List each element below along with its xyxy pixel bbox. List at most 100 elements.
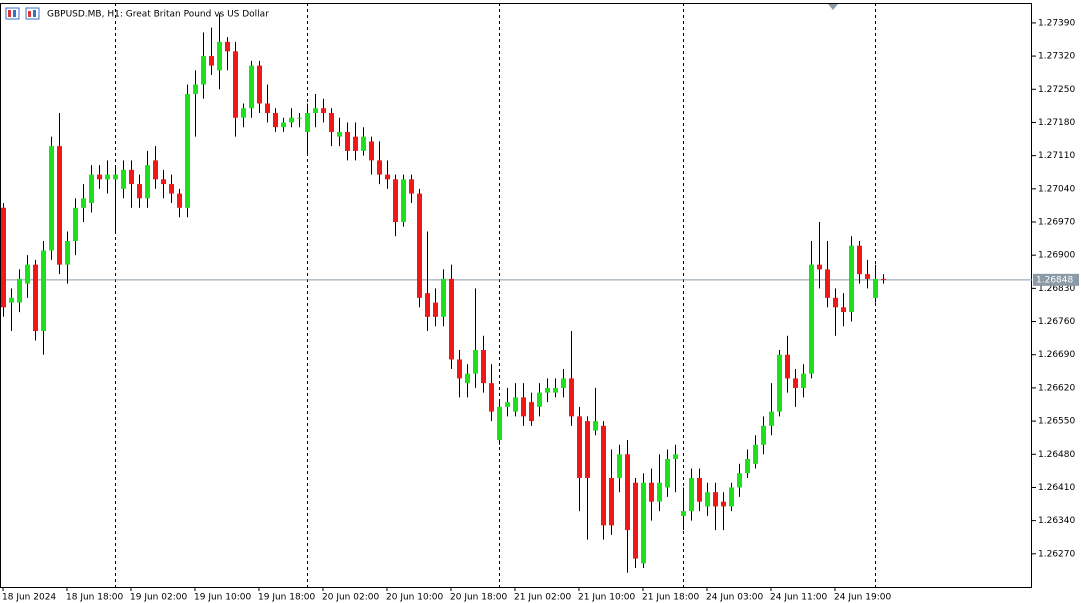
candle-body [689,477,694,512]
candle-body [505,402,510,407]
x-tick-label: 24 Jun 11:00 [770,593,827,603]
candle-body [233,51,238,118]
candle-body [145,165,150,199]
candle-body [593,421,598,431]
candle-body [697,477,702,502]
candle-body [345,131,350,151]
candle-body [249,65,254,109]
candle-body [577,416,582,478]
candle-body [713,492,718,507]
y-tick-label: 1.27040 [1038,184,1075,194]
candle-body [657,482,662,502]
candle-body [825,269,830,298]
candle-body [9,297,14,303]
candle-body [273,112,278,128]
x-tick-label: 20 Jun 18:00 [450,593,507,603]
candle-body [537,392,542,407]
candle-body [193,84,198,95]
candle-body [329,112,334,132]
candle-body [625,454,630,531]
candle-body [673,454,678,460]
candle-body [569,378,574,417]
candle-body [1,207,6,308]
x-tick-label: 19 Jun 18:00 [258,593,315,603]
candle-body [169,184,174,194]
icon-bar [13,10,16,17]
y-tick-label: 1.26550 [1038,417,1075,427]
x-tick-label: 19 Jun 10:00 [194,593,251,603]
candle-body [721,501,726,507]
candle-body [57,146,62,265]
candle-body [609,477,614,526]
symbol-icon [5,7,40,20]
candle-body [465,373,470,384]
x-tick-label: 18 Jun 18:00 [66,593,123,603]
candle-body [457,359,462,379]
candle-body [761,425,766,445]
candle-body [97,174,102,180]
x-tick-label: 19 Jun 02:00 [130,593,187,603]
candle-body [81,198,86,208]
candle-body [681,511,686,516]
icon-box [25,7,40,20]
candle-body [737,473,742,488]
candle-body [161,179,166,185]
candle-body [865,274,870,279]
candle-body [225,41,230,52]
candle-body [513,397,518,412]
candle-body [369,141,374,161]
candle-body [753,444,758,464]
x-tick-label: 18 Jun 2024 [2,593,56,603]
candle-body [641,482,646,564]
candle-body [321,108,326,113]
candle-body [297,117,302,119]
y-tick-label: 1.27180 [1038,118,1075,128]
candle-body [665,459,670,488]
candle-body [393,179,398,222]
x-tick-label: 24 Jun 19:00 [834,593,891,603]
y-tick-label: 1.26970 [1038,218,1075,228]
candle-body [241,108,246,118]
candle-body [617,454,622,478]
candle-body [857,245,862,275]
candle-body [489,383,494,412]
candle-body [473,349,478,374]
candle-body [353,136,358,151]
candle-body [873,278,878,298]
candle-body [705,492,710,507]
candle-body [529,402,534,422]
candle-body [41,250,46,332]
candle-body [129,169,134,185]
candle-body [777,354,782,412]
candle-body [33,264,38,332]
y-tick-label: 1.26830 [1038,284,1075,294]
candle-body [121,169,126,189]
candle-body [425,293,430,317]
x-tick-label: 21 Jun 10:00 [578,593,635,603]
y-tick-label: 1.26270 [1038,549,1075,559]
candle-body [361,136,366,151]
candle-body [209,56,214,66]
shift-marker [828,4,838,10]
candle-body [649,482,654,502]
x-tick-label: 20 Jun 10:00 [386,593,443,603]
x-tick-label: 21 Jun 02:00 [514,593,571,603]
candle-body [105,174,110,180]
last-price-label: 1.26848 [1036,275,1073,285]
candle-body [433,302,438,317]
candle-body [137,184,142,199]
icon-bar [33,10,36,17]
y-tick-label: 1.26410 [1038,483,1075,493]
chart-title: GBPUSD.MB, H1: Great Britan Pound vs US … [47,10,269,20]
candle-body [17,278,22,303]
candle-body [841,307,846,313]
candle-body [265,103,270,113]
candle-body [801,373,806,388]
candle-body [409,179,414,194]
candle-body [785,354,790,379]
candle-body [585,421,590,478]
candle-body [449,278,454,360]
candle-body [281,122,286,128]
candle-body [313,108,318,113]
candle-body [817,264,822,270]
